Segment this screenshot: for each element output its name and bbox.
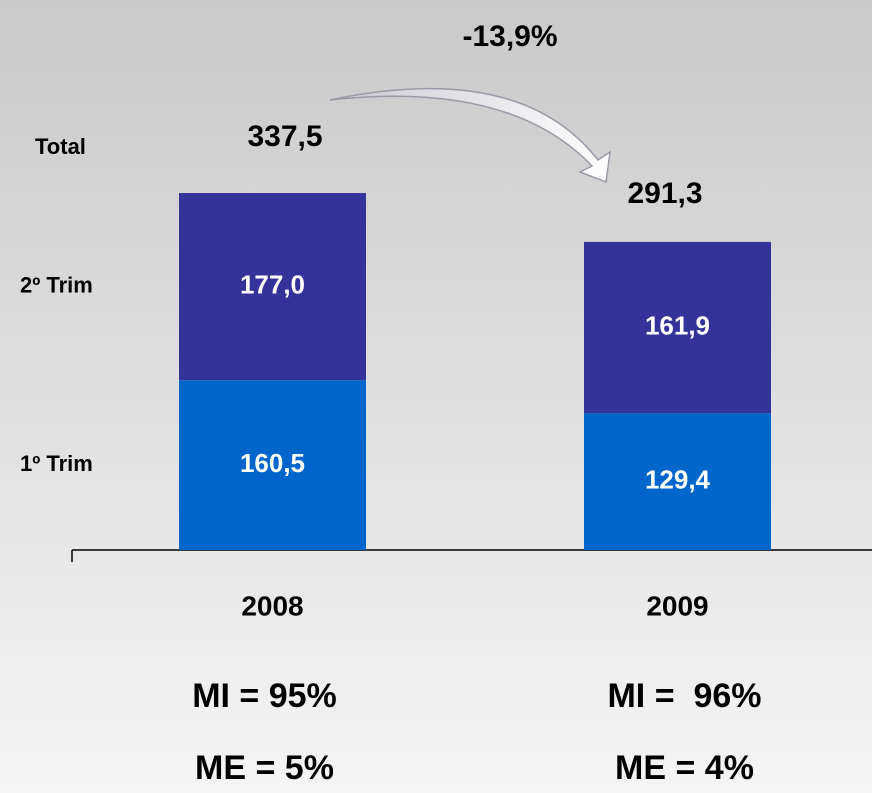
arrow [329, 87, 611, 184]
bar-segment [584, 241, 771, 414]
bar-segment [179, 380, 366, 550]
footnote: MI = 96% [607, 677, 761, 715]
value-label: 129,4 [645, 464, 711, 494]
total-label: Total [35, 134, 86, 159]
bar-segment [584, 413, 771, 550]
legend-label: 1º Trim [20, 451, 93, 476]
x-tick-label: 2009 [646, 590, 708, 621]
legend-label: 2º Trim [20, 272, 93, 297]
annotation: -13,9% [462, 20, 557, 53]
x-tick-label: 2008 [241, 590, 303, 621]
value-label: 161,9 [645, 310, 710, 340]
total-value: 337,5 [247, 120, 322, 153]
value-label: 177,0 [240, 270, 305, 300]
footnote: ME = 5% [195, 749, 334, 787]
footnote: MI = 95% [192, 677, 337, 715]
footnote: ME = 4% [615, 749, 754, 787]
total-value: 291,3 [627, 177, 702, 210]
bar-segment [179, 193, 366, 381]
value-label: 160,5 [240, 448, 305, 478]
